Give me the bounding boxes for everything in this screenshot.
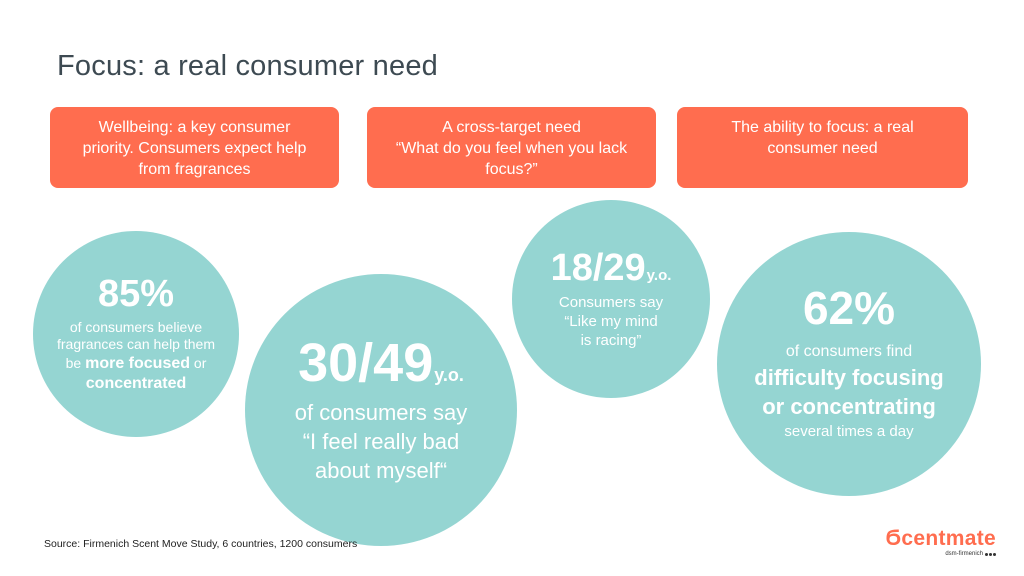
age-suffix: y.o. bbox=[434, 364, 464, 385]
header-box-ability: The ability to focus: a real consumer ne… bbox=[677, 107, 968, 188]
stat-text: be bbox=[65, 354, 86, 371]
stat-emphasis: or concentrating bbox=[762, 394, 936, 419]
stat-circle-62: 62% of consumers find difficulty focusin… bbox=[717, 232, 981, 496]
stat-text: of consumers say bbox=[294, 399, 468, 425]
logo-subline: dsm-firmenich bbox=[866, 551, 996, 557]
age-suffix: y.o. bbox=[646, 266, 672, 284]
stat-emphasis: more focused bbox=[85, 354, 191, 372]
stat-emphasis: concentrated bbox=[85, 374, 187, 392]
box-line: consumer need bbox=[767, 140, 878, 157]
stat-text: fragrances can help them bbox=[57, 335, 215, 352]
stat-circle-18-29: 18/29y.o. Consumers say “Like my mind is… bbox=[512, 200, 710, 398]
source-note: Source: Firmenich Scent Move Study, 6 co… bbox=[44, 538, 358, 550]
stat-text: several times a day bbox=[784, 423, 914, 440]
stat-value-row: 30/49y.o. bbox=[298, 336, 464, 390]
stat-text: of consumers believe bbox=[69, 318, 203, 335]
box-line: The ability to focus: a real bbox=[731, 119, 914, 136]
stat-value: 30/49 bbox=[298, 332, 434, 393]
page-title: Focus: a real consumer need bbox=[57, 50, 438, 82]
box-line: Wellbeing: a key consumer bbox=[98, 119, 291, 136]
logo-sub-text: dsm-firmenich bbox=[945, 551, 983, 557]
stat-text: about myself“ bbox=[314, 457, 448, 483]
stat-text: “I feel really bad bbox=[302, 428, 460, 454]
box-line: A cross-target need bbox=[442, 119, 581, 136]
stat-value: 85% bbox=[97, 272, 175, 315]
box-line: priority. Consumers expect help bbox=[82, 140, 307, 157]
stat-text: “Like my mind bbox=[564, 312, 658, 330]
header-box-cross-target: A cross-target need “What do you feel wh… bbox=[367, 107, 656, 188]
stat-emphasis: difficulty focusing bbox=[754, 365, 944, 390]
box-line: from fragrances bbox=[138, 161, 251, 178]
stat-text-mixed: be more focused or bbox=[66, 353, 207, 374]
stat-text: or bbox=[190, 354, 207, 371]
box-line: “What do you feel when you lack bbox=[395, 140, 628, 157]
stat-text: of consumers find bbox=[785, 343, 913, 360]
stat-circle-30-49: 30/49y.o. of consumers say “I feel reall… bbox=[245, 274, 517, 546]
stat-text: is racing” bbox=[580, 331, 642, 349]
stat-value: 18/29 bbox=[550, 246, 646, 289]
logo-wordmark: Ϭcentmate bbox=[885, 527, 996, 550]
stat-circle-85: 85% of consumers believe fragrances can … bbox=[33, 231, 239, 437]
brand-logo: Ϭcentmate dsm-firmenich bbox=[866, 528, 996, 557]
logo-dots-icon bbox=[985, 552, 996, 556]
stat-text: Consumers say bbox=[558, 293, 664, 311]
header-box-wellbeing: Wellbeing: a key consumer priority. Cons… bbox=[50, 107, 339, 188]
stat-value-row: 18/29y.o. bbox=[551, 249, 672, 287]
stat-value: 62% bbox=[802, 282, 896, 334]
box-line: focus?” bbox=[485, 161, 538, 178]
